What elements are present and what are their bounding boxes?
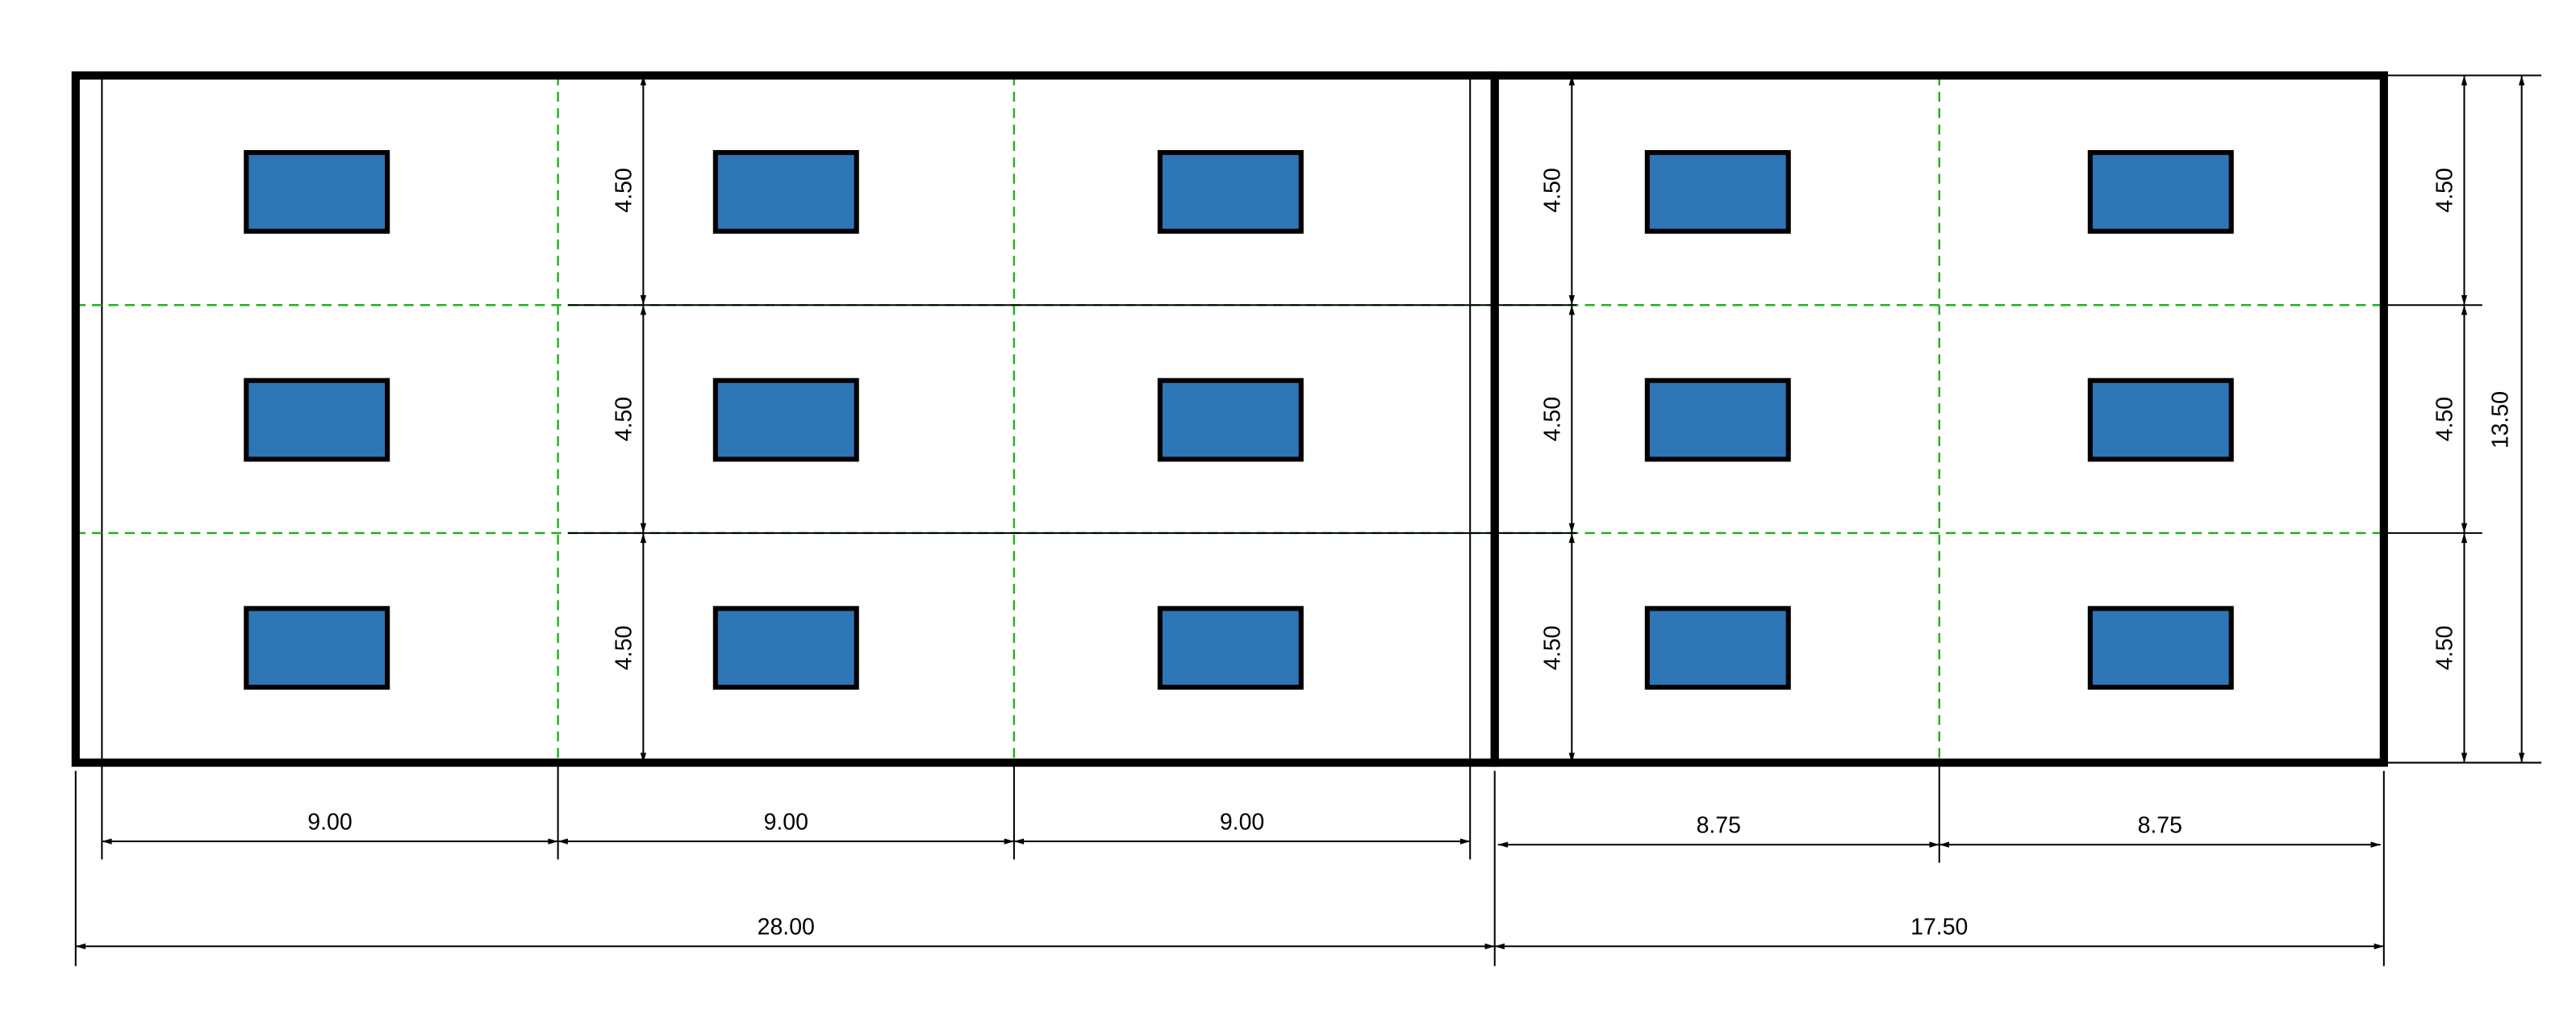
window xyxy=(2087,150,2234,234)
dimension-label: 4.50 xyxy=(612,168,637,212)
window xyxy=(1644,377,1791,462)
dimension-label: 8.75 xyxy=(2138,812,2182,838)
window xyxy=(1157,377,1304,462)
dimension-label: 9.00 xyxy=(1220,809,1264,835)
window xyxy=(244,377,390,462)
dimension-label: 4.50 xyxy=(1539,397,1565,441)
dimension-label: 13.50 xyxy=(2488,391,2514,448)
dimension-label: 8.75 xyxy=(1697,812,1741,838)
window xyxy=(712,606,859,690)
window xyxy=(244,606,390,690)
dimension-label: 4.50 xyxy=(1539,168,1565,212)
dimension-label: 4.50 xyxy=(2432,397,2458,441)
dimension-label: 9.00 xyxy=(764,809,808,835)
window xyxy=(1644,150,1791,234)
window xyxy=(244,150,390,234)
dimension-label: 4.50 xyxy=(612,397,637,441)
dimension-label: 4.50 xyxy=(1539,626,1565,670)
dimension-label: 9.00 xyxy=(307,809,352,835)
dimension-label: 28.00 xyxy=(758,914,815,940)
window xyxy=(1157,150,1304,234)
dimension-label: 4.50 xyxy=(2432,168,2458,212)
dimension-label: 4.50 xyxy=(612,626,637,670)
dimension-label: 4.50 xyxy=(2432,626,2458,670)
window xyxy=(2087,606,2234,690)
window xyxy=(1157,606,1304,690)
window xyxy=(712,377,859,462)
window xyxy=(2087,377,2234,462)
window xyxy=(1644,606,1791,690)
window xyxy=(712,150,859,234)
dimension-label: 17.50 xyxy=(1910,914,1968,940)
